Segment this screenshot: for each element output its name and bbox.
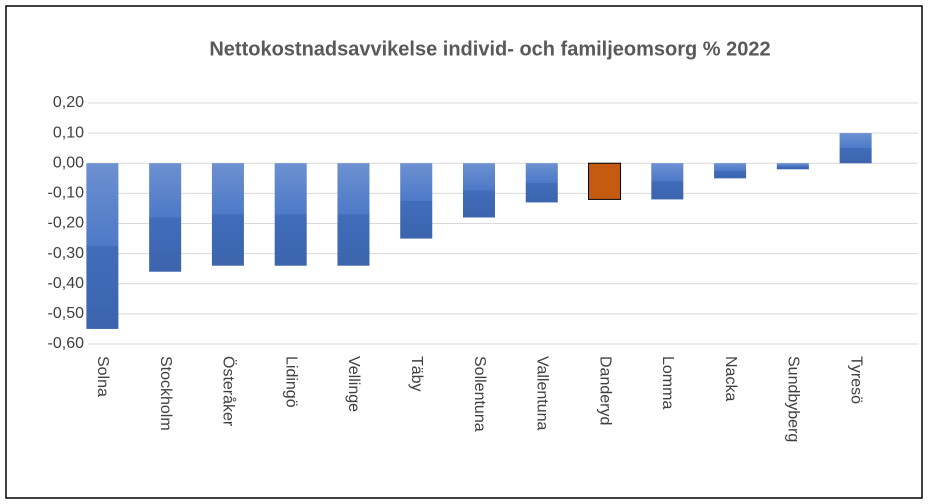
y-tick-label: -0,40 (48, 275, 85, 292)
bar-shade (651, 163, 684, 200)
x-tick-label: Österåker (220, 356, 238, 427)
x-tick-label: Vellinge (345, 356, 362, 412)
x-tick-label: Danderyd (596, 356, 613, 425)
y-tick-label: -0,20 (48, 215, 85, 232)
x-tick-label: Lomma (659, 356, 676, 409)
x-tick-label: Lidingö (282, 356, 299, 408)
bar-shade (337, 163, 370, 266)
y-tick-label: 0,10 (53, 124, 84, 141)
y-tick-label: 0,20 (53, 94, 84, 111)
chart-frame (5, 5, 923, 499)
bar (588, 162, 622, 200)
bar-shade (211, 163, 244, 266)
chart-title: Nettokostnadsavvikelse individ- och fami… (209, 38, 770, 60)
x-tick-label: Sollentuna (471, 356, 488, 432)
x-tick-label: Täby (408, 356, 425, 392)
x-tick-label: Nacka (722, 356, 739, 401)
bar-shade (776, 163, 809, 170)
x-tick-label: Stockholm (157, 356, 174, 431)
bar-shade (839, 133, 872, 164)
x-tick-label: Tyresö (847, 356, 864, 404)
bar-shade (400, 163, 433, 239)
y-tick-label: -0,30 (48, 245, 85, 262)
x-tick-label: Solna (94, 356, 111, 397)
bar-shade (274, 163, 307, 266)
y-tick-label: -0,50 (48, 305, 85, 322)
bar-shade (86, 163, 119, 329)
y-tick-label: -0,60 (48, 335, 85, 352)
bar-shade (149, 163, 182, 272)
x-tick-label: Vallentuna (534, 356, 551, 431)
y-tick-label: 0,00 (53, 154, 84, 171)
bar-shade (463, 163, 495, 218)
bar-shade (714, 163, 747, 179)
x-tick-label: Sundbyberg (785, 356, 802, 442)
y-tick-label: -0,10 (48, 185, 85, 202)
bar-shade (525, 163, 558, 203)
